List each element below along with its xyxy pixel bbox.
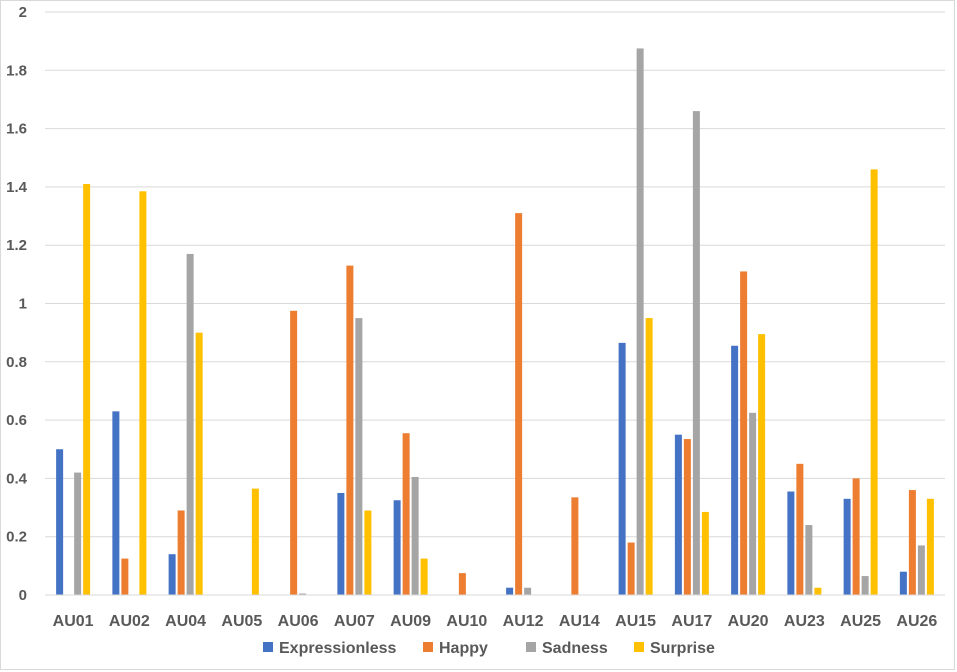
bar-sadness-au23 [805, 525, 813, 595]
bar-happy-au06 [290, 310, 298, 595]
y-tick-label: 0.8 [6, 354, 27, 371]
legend-item-happy: Happy [423, 640, 488, 657]
bar-surprise-au04 [195, 332, 203, 595]
x-tick-label: AU07 [334, 613, 375, 630]
legend-item-expressionless: Expressionless [263, 640, 397, 657]
bar-happy-au07 [346, 265, 354, 595]
x-tick-label: AU14 [559, 613, 600, 630]
bar-expressionless-au26 [899, 571, 907, 595]
legend-label: Expressionless [279, 640, 397, 657]
bar-sadness-au17 [692, 111, 700, 596]
x-tick-label: AU04 [165, 613, 206, 630]
bar-happy-au10 [458, 573, 466, 595]
bar-happy-au02 [121, 558, 129, 595]
x-tick-label: AU10 [446, 613, 487, 630]
x-tick-label: AU25 [840, 613, 881, 630]
x-tick-label: AU06 [278, 613, 319, 630]
bar-surprise-au17 [701, 511, 709, 595]
y-axis-ticks: 0 0.2 0.4 0.6 0.8 1 1.2 1.4 1.6 1.8 2 [6, 4, 28, 604]
bar-sadness-au26 [917, 545, 925, 595]
bar-expressionless-au25 [843, 498, 851, 595]
legend-swatch [526, 642, 536, 652]
bar-happy-au17 [683, 439, 691, 595]
legend-label: Happy [439, 640, 488, 657]
bar-sadness-au06 [299, 593, 307, 595]
bar-sadness-au01 [74, 472, 82, 595]
bar-expressionless-au02 [112, 411, 120, 595]
y-tick-label: 0.4 [6, 470, 28, 487]
bar-happy-au14 [571, 497, 579, 595]
x-axis-ticks: AU01 AU02 AU04 AU05 AU06 AU07 AU09 AU10 AU12 AU14… [53, 613, 938, 630]
bar-surprise-au02 [139, 191, 147, 595]
bars [56, 48, 934, 596]
bar-expressionless-au20 [731, 345, 739, 595]
legend-label: Sadness [542, 640, 608, 657]
bar-sadness-au12 [524, 587, 532, 595]
bar-surprise-au23 [814, 587, 822, 595]
bar-expressionless-au01 [56, 449, 64, 595]
bar-surprise-au20 [758, 334, 766, 595]
y-tick-label: 0.6 [6, 412, 27, 429]
bar-surprise-au07 [364, 510, 372, 595]
x-tick-label: AU26 [896, 613, 937, 630]
y-tick-label: 1.6 [6, 121, 27, 138]
x-tick-label: AU02 [109, 613, 150, 630]
x-tick-label: AU09 [390, 613, 431, 630]
legend-swatch [423, 642, 433, 652]
bar-sadness-au15 [636, 48, 644, 595]
x-tick-label: AU05 [221, 613, 262, 630]
x-tick-label: AU15 [615, 613, 656, 630]
bar-sadness-au07 [355, 318, 363, 595]
bar-surprise-au15 [645, 318, 653, 595]
bar-happy-au20 [740, 271, 748, 595]
legend-label: Surprise [650, 640, 715, 657]
bar-sadness-au09 [411, 476, 419, 595]
legend-item-sadness: Sadness [526, 640, 608, 657]
bar-sadness-au20 [749, 412, 757, 595]
bar-expressionless-au23 [787, 491, 795, 595]
x-tick-label: AU01 [53, 613, 94, 630]
bar-expressionless-au15 [618, 342, 626, 595]
bar-sadness-au25 [861, 576, 869, 595]
bar-expressionless-au04 [168, 554, 176, 595]
bar-happy-au25 [852, 478, 860, 595]
bar-sadness-au04 [186, 253, 194, 595]
bar-happy-au12 [515, 213, 523, 595]
bar-happy-au09 [402, 433, 410, 595]
y-tick-label: 1 [19, 296, 27, 313]
bar-happy-au15 [627, 542, 635, 595]
bar-surprise-au05 [251, 488, 259, 595]
bar-surprise-au25 [870, 169, 878, 595]
legend-swatch [634, 642, 644, 652]
bar-expressionless-au12 [506, 587, 514, 595]
y-tick-label: 2 [19, 4, 27, 21]
y-tick-label: 1.8 [6, 62, 27, 79]
y-tick-label: 1.2 [6, 237, 27, 254]
gridlines [45, 11, 945, 538]
x-tick-label: AU12 [503, 613, 544, 630]
bar-expressionless-au07 [337, 492, 345, 595]
x-tick-label: AU23 [784, 613, 825, 630]
bar-expressionless-au09 [393, 500, 401, 595]
bar-surprise-au09 [420, 558, 428, 595]
bar-expressionless-au17 [674, 434, 682, 595]
legend: Expressionless Happy Sadness Surprise [263, 640, 715, 657]
y-tick-label: 1.4 [6, 179, 28, 196]
bar-happy-au23 [796, 463, 804, 595]
bar-surprise-au26 [926, 498, 934, 595]
x-tick-label: AU17 [671, 613, 712, 630]
legend-item-surprise: Surprise [634, 640, 715, 657]
bar-happy-au26 [908, 490, 916, 595]
y-tick-label: 0 [19, 587, 27, 604]
legend-swatch [263, 642, 273, 652]
x-tick-label: AU20 [728, 613, 769, 630]
y-tick-label: 0.2 [6, 529, 27, 546]
bar-happy-au04 [177, 510, 185, 595]
bar-surprise-au01 [83, 183, 91, 596]
